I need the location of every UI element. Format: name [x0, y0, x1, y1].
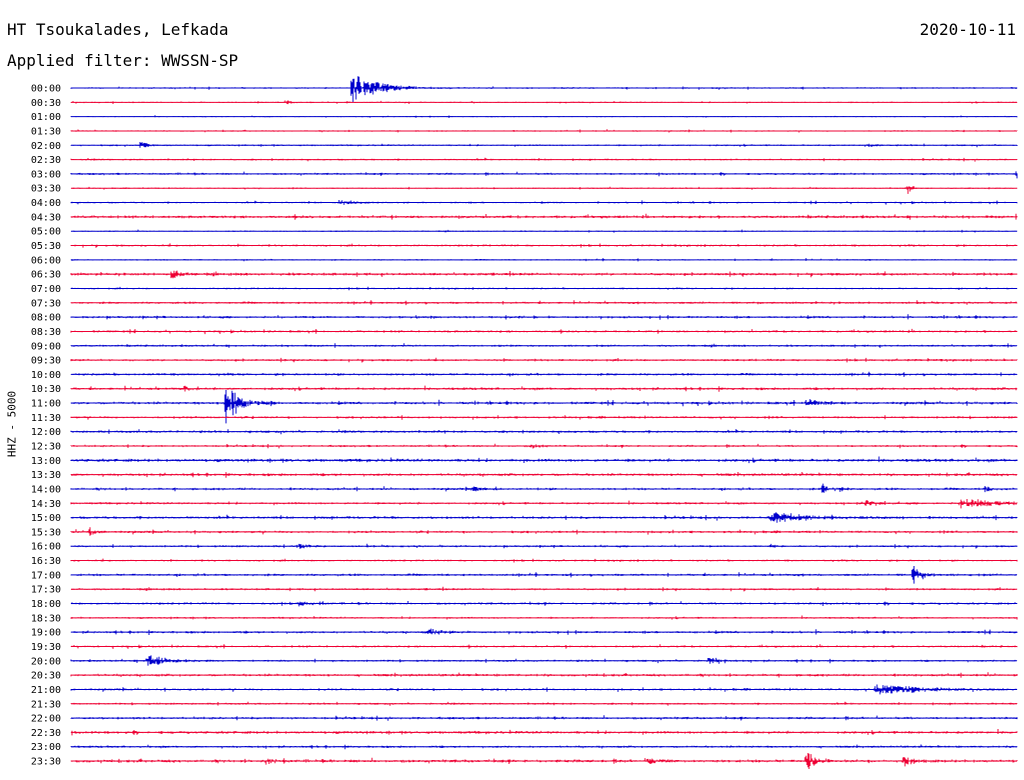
row-time-label: 20:00 [31, 656, 61, 667]
station-title: HT Tsoukalades, Lefkada [7, 20, 229, 39]
row-time-label: 06:00 [31, 255, 61, 266]
trace-row-1100 [70, 390, 1018, 424]
row-time-label: 05:00 [31, 227, 61, 238]
row-time-label: 07:30 [31, 298, 61, 309]
row-time-label: 13:00 [31, 456, 61, 467]
row-time-label: 07:00 [31, 284, 61, 295]
row-time-label: 12:00 [31, 427, 61, 438]
row-time-label: 17:30 [31, 585, 61, 596]
row-time-label: 17:00 [31, 570, 61, 581]
row-time-label: 13:30 [31, 470, 61, 481]
row-time-label: 00:00 [31, 84, 61, 95]
row-time-label: 16:00 [31, 542, 61, 553]
row-time-label: 11:00 [31, 399, 61, 410]
row-time-label: 02:00 [31, 141, 61, 152]
row-time-label: 10:30 [31, 384, 61, 395]
row-time-label: 01:30 [31, 126, 61, 137]
row-time-label: 11:30 [31, 413, 61, 424]
seismic-traces [70, 76, 1018, 769]
row-time-label: 18:00 [31, 599, 61, 610]
row-time-label: 00:30 [31, 98, 61, 109]
row-time-label: 04:00 [31, 198, 61, 209]
row-time-label: 03:00 [31, 169, 61, 180]
filter-label: Applied filter: WWSSN-SP [7, 51, 239, 70]
row-time-label: 23:00 [31, 742, 61, 753]
row-time-label: 22:30 [31, 728, 61, 739]
row-time-label: 16:30 [31, 556, 61, 567]
row-time-label: 09:30 [31, 356, 61, 367]
trace-row-0300 [70, 171, 1018, 179]
row-time-label: 21:30 [31, 699, 61, 710]
trace-row-1300 [70, 456, 1018, 464]
row-time-label: 12:30 [31, 442, 61, 453]
trace-row-1400 [70, 483, 1018, 493]
row-time-label: 15:30 [31, 527, 61, 538]
row-time-label: 09:00 [31, 341, 61, 352]
row-time-label: 23:30 [31, 757, 61, 768]
row-time-label: 10:00 [31, 370, 61, 381]
date-label: 2020-10-11 [919, 20, 1016, 39]
row-time-label: 18:30 [31, 613, 61, 624]
row-time-label: 06:30 [31, 270, 61, 281]
row-time-label: 20:30 [31, 671, 61, 682]
row-time-label: 01:00 [31, 112, 61, 123]
row-time-label: 19:00 [31, 628, 61, 639]
trace-row-0000 [70, 76, 1018, 103]
row-time-label: 22:00 [31, 714, 61, 725]
trace-row-0330 [70, 186, 1018, 194]
row-time-label: 14:00 [31, 484, 61, 495]
row-time-label: 21:00 [31, 685, 61, 696]
row-time-label: 08:00 [31, 313, 61, 324]
row-time-label: 08:30 [31, 327, 61, 338]
row-time-label: 05:30 [31, 241, 61, 252]
row-time-label: 14:30 [31, 499, 61, 510]
row-time-label: 03:30 [31, 184, 61, 195]
row-time-label: 02:30 [31, 155, 61, 166]
row-time-label: 19:30 [31, 642, 61, 653]
row-time-label: 15:00 [31, 513, 61, 524]
time-axis-labels: 00:00 00:30 01:00 01:30 02:00 02:30 03:00 03:30… [31, 84, 61, 768]
row-time-label: 04:30 [31, 212, 61, 223]
